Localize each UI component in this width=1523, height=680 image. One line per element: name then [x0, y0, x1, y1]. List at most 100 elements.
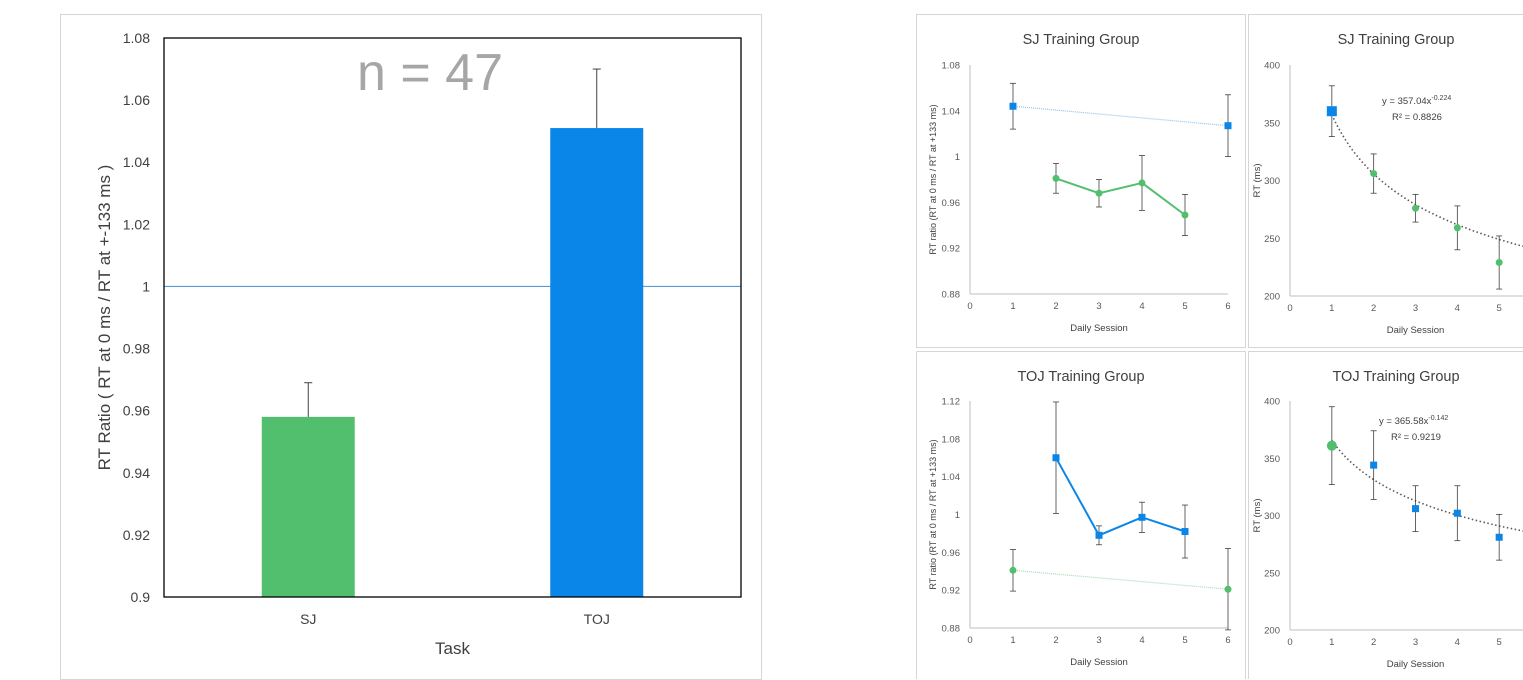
data-point	[1225, 122, 1232, 129]
toj-rt-chart: TOJ Training Group 400 350 300 250 200 0 1 2 3 4…	[1248, 351, 1523, 679]
y-tick-label: 350	[1264, 118, 1280, 129]
y-tick-label: 1	[955, 510, 960, 521]
x-tick-label: 1	[1329, 303, 1334, 314]
chart-title: TOJ Training Group	[1332, 369, 1459, 385]
chart-title: SJ Training Group	[1338, 32, 1455, 48]
x-tick-label: 3	[1096, 301, 1101, 312]
data-point	[1010, 103, 1017, 110]
y-tick-label: 1.08	[942, 434, 961, 445]
y-tick-label: 1	[955, 152, 960, 163]
x-tick-label: 2	[1053, 635, 1058, 646]
chart-frame	[917, 352, 1246, 680]
data-point	[1327, 441, 1337, 451]
data-point	[1096, 190, 1103, 197]
chart-frame	[917, 15, 1246, 348]
main-bar-chart: 1.08 1.06 1.04 1.02 1 0.98 0.96 0.94 0.92 0.9 SJ T…	[60, 14, 762, 680]
x-tick-label: 5	[1497, 637, 1502, 648]
y-tick-label: 0.96	[942, 548, 961, 559]
x-tick-label: 0	[967, 301, 972, 312]
x-tick-label: 1	[1329, 637, 1334, 648]
x-tick-label: TOJ	[584, 611, 610, 627]
y-tick-label: 350	[1264, 454, 1280, 465]
data-point	[1412, 205, 1419, 212]
x-tick-label: 1	[1010, 635, 1015, 646]
y-tick-label: 300	[1264, 176, 1280, 187]
x-axis-title: Daily Session	[1070, 323, 1128, 334]
y-tick-label: 0.92	[942, 586, 961, 597]
y-tick-label: 0.92	[123, 527, 150, 543]
y-tick-label: 1.08	[123, 30, 150, 46]
y-tick-label: 1.02	[123, 216, 150, 232]
data-point	[1053, 175, 1060, 182]
data-point	[1412, 505, 1419, 512]
bar-sj	[262, 417, 355, 597]
y-tick-label: 250	[1264, 568, 1280, 579]
x-tick-label: 1	[1010, 301, 1015, 312]
x-tick-label: 5	[1497, 303, 1502, 314]
x-tick-label: 2	[1371, 303, 1376, 314]
y-tick-label: 400	[1264, 61, 1280, 72]
y-axis-title: RT ratio (RT at 0 ms / RT at +133 ms)	[928, 104, 938, 254]
n-annotation: n = 47	[357, 44, 503, 102]
y-tick-label: 200	[1264, 626, 1280, 637]
data-point	[1327, 106, 1337, 116]
y-tick-label: 0.88	[942, 290, 961, 301]
data-point	[1496, 534, 1503, 541]
data-point	[1096, 532, 1103, 539]
x-tick-label: 3	[1096, 635, 1101, 646]
y-tick-label: 0.96	[123, 403, 150, 419]
y-tick-label: 1.06	[123, 92, 150, 108]
sj-ratio-chart: SJ Training Group 1.081.0410.960.920.88 …	[916, 14, 1246, 348]
y-tick-label: 0.98	[123, 341, 150, 357]
y-axis-title: RT (ms)	[1252, 164, 1263, 198]
data-point	[1139, 514, 1146, 521]
y-tick-label: 1.04	[123, 154, 150, 170]
x-tick-label: 5	[1182, 301, 1187, 312]
data-point	[1182, 528, 1189, 535]
data-point	[1010, 567, 1017, 574]
y-axis-title: RT ratio (RT at 0 ms / RT at +133 ms)	[928, 439, 938, 589]
x-tick-label: 4	[1455, 637, 1460, 648]
x-axis-title: Task	[435, 639, 470, 658]
y-tick-label: 0.92	[942, 244, 961, 255]
x-tick-label: SJ	[300, 611, 316, 627]
y-tick-label: 1.04	[942, 106, 961, 117]
chart-title: TOJ Training Group	[1017, 369, 1144, 385]
data-point	[1454, 224, 1461, 231]
x-tick-label: 4	[1139, 301, 1144, 312]
x-tick-label: 2	[1371, 637, 1376, 648]
y-tick-label: 1.08	[942, 61, 961, 72]
chart-title: SJ Training Group	[1023, 32, 1140, 48]
x-tick-label: 3	[1413, 303, 1418, 314]
data-point	[1053, 454, 1060, 461]
x-axis-title: Daily Session	[1387, 659, 1445, 670]
data-point	[1182, 211, 1189, 218]
y-tick-label: 200	[1264, 292, 1280, 303]
x-tick-label: 5	[1182, 635, 1187, 646]
data-point	[1139, 179, 1146, 186]
y-tick-label: 300	[1264, 511, 1280, 522]
y-tick-label: 0.9	[131, 589, 151, 605]
x-tick-label: 0	[1287, 637, 1292, 648]
x-tick-label: 3	[1413, 637, 1418, 648]
y-tick-label: 0.94	[123, 465, 150, 481]
x-axis-title: Daily Session	[1387, 325, 1445, 336]
x-tick-label: 4	[1139, 635, 1144, 646]
data-point	[1454, 510, 1461, 517]
data-point	[1496, 259, 1503, 266]
y-tick-label: 250	[1264, 234, 1280, 245]
trend-r2: R² = 0.9219	[1391, 432, 1441, 443]
data-point	[1225, 586, 1232, 593]
x-axis-title: Daily Session	[1070, 657, 1128, 668]
y-tick-label: 1	[142, 278, 150, 294]
x-tick-label: 6	[1225, 635, 1230, 646]
y-axis-title: RT (ms)	[1252, 499, 1263, 533]
bar-toj	[550, 128, 643, 597]
x-tick-label: 4	[1455, 303, 1460, 314]
y-tick-label: 400	[1264, 397, 1280, 408]
y-tick-label: 1.04	[942, 472, 961, 483]
chart-frame	[61, 15, 762, 680]
y-tick-label: 0.96	[942, 198, 961, 209]
y-axis-title: RT Ratio ( RT at 0 ms / RT at +-133 ms )	[95, 165, 114, 471]
